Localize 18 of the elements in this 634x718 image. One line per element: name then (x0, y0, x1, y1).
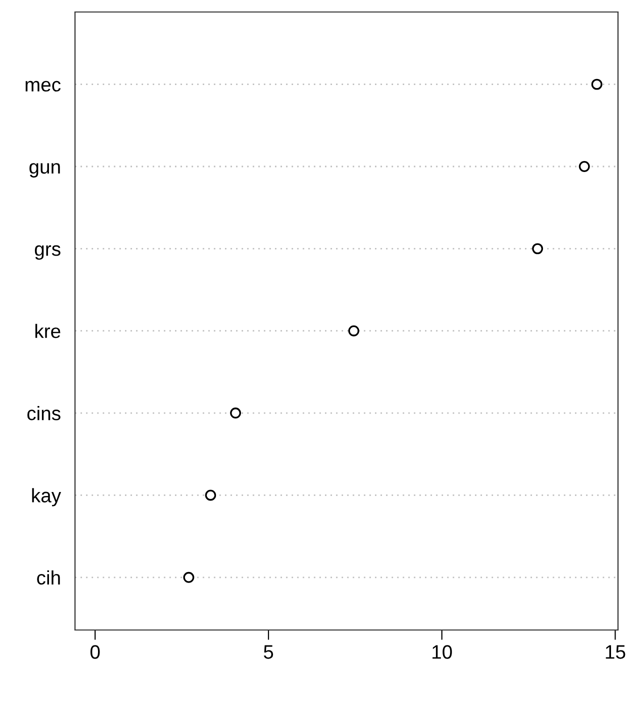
y-tick-label: cih (37, 570, 60, 585)
point (230, 408, 242, 419)
y-tick-label: kay (32, 488, 62, 506)
y-tick-label: kre (35, 324, 60, 338)
y-tick-label: grs (34, 245, 60, 260)
point (578, 161, 590, 172)
y-tick-label: cins (27, 406, 60, 420)
x-tick-label: 10 (432, 645, 452, 659)
point (532, 243, 544, 254)
point (348, 325, 360, 336)
x-tick-label: 0 (90, 645, 100, 659)
point (205, 490, 216, 501)
point (183, 572, 194, 583)
y-tick-label: mec (26, 80, 61, 92)
y-tick-label: gun (29, 163, 60, 178)
point (591, 78, 602, 90)
x-tick-label: 15 (606, 645, 626, 659)
x-tick-label: 5 (264, 645, 274, 659)
